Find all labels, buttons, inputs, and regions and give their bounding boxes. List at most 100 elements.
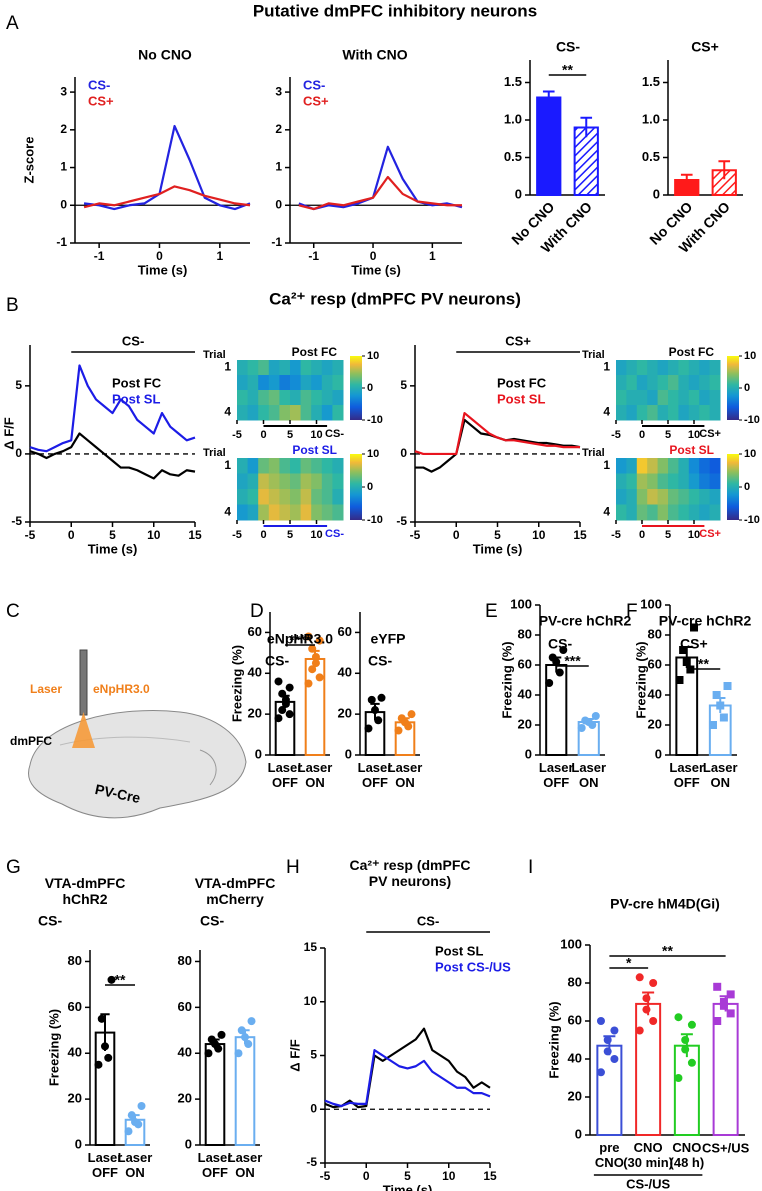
y-tick-label: 20 — [338, 706, 352, 721]
y-tick-label: 40 — [178, 1045, 192, 1060]
x-tick-label: -5 — [611, 429, 621, 441]
significance-label: ** — [562, 62, 573, 78]
colorbar — [727, 356, 739, 420]
data-point — [577, 724, 586, 732]
heatmap-cell — [300, 360, 312, 376]
heatmap-cell — [678, 504, 690, 521]
x-tick-label: 5 — [494, 528, 501, 542]
heatmap-cell — [290, 405, 302, 421]
chart-title: Post SL — [669, 443, 714, 457]
panel-header: Putative dmPFC inhibitory neurons — [253, 1, 537, 20]
colorbar-tick-label: 0 — [744, 382, 750, 394]
heatmap-cell — [616, 489, 627, 505]
panel-label: D — [250, 601, 264, 622]
chart-title: CS- — [556, 39, 580, 55]
heatmap-cell — [657, 390, 669, 406]
line — [414, 411, 580, 456]
data-point — [281, 695, 290, 704]
heatmap-cell — [290, 504, 302, 521]
y-axis-label: Freezing (%) — [229, 645, 244, 722]
x-tick-label: 5 — [287, 529, 293, 541]
heatmap-cell — [699, 458, 711, 474]
data-point — [285, 683, 294, 692]
heatmap-cell — [626, 473, 638, 490]
heatmap-cell — [268, 458, 280, 474]
colorbar-tick-label: 10 — [744, 350, 756, 362]
colorbar-tick-label: 10 — [367, 448, 379, 460]
heatmap-cell — [657, 504, 669, 521]
y-axis-label: Z-score — [21, 137, 36, 184]
heatmap-cell — [647, 458, 659, 474]
data-point — [681, 1036, 690, 1044]
y-tick-label: 40 — [338, 665, 352, 680]
data-point — [94, 1060, 103, 1069]
bar — [635, 1002, 662, 1137]
stimulus-label: CS+ — [699, 528, 721, 540]
heatmap-cell — [699, 360, 711, 376]
line — [29, 364, 196, 453]
x-axis-label: Time (s) — [383, 1182, 433, 1191]
brain-detail — [199, 749, 217, 786]
heatmap-cell — [258, 405, 270, 421]
x-tick-label: 0 — [260, 429, 266, 441]
heatmap-cell — [699, 504, 711, 521]
legend-entry: Post SL — [435, 943, 483, 958]
chart-title: eNpHR3.0 — [267, 631, 333, 647]
data-point — [315, 673, 324, 682]
y-tick-label: -5 — [396, 514, 407, 528]
panel-header: Ca²⁺ resp (dmPFC PV neurons) — [269, 289, 521, 308]
y-tick-label: 40 — [248, 665, 262, 680]
y-tick-label: 0 — [653, 186, 660, 201]
heatmap-cell — [321, 458, 333, 474]
data-point — [635, 973, 644, 982]
heatmap-cell — [258, 473, 270, 490]
data-point — [377, 693, 386, 702]
heatmap-cell — [616, 458, 627, 474]
heatmap-cell — [688, 504, 700, 521]
heatmap-cell — [247, 473, 259, 490]
y-tick-label: 80 — [568, 974, 582, 989]
chart-title: Post SL — [292, 443, 337, 457]
y-tick-label: 5 — [310, 1048, 317, 1062]
y-tick-label: 60 — [568, 1012, 582, 1027]
y-tick-label: 60 — [338, 624, 352, 639]
heatmap-cell — [657, 405, 669, 421]
heatmap-cell — [709, 504, 721, 521]
x-tick-label: 0 — [639, 529, 645, 541]
heatmap-cell — [626, 390, 638, 406]
heatmap-cell — [657, 489, 669, 505]
data-point — [674, 1013, 683, 1022]
heatmap-cell — [332, 489, 344, 505]
y-tick-label: 60 — [68, 999, 82, 1014]
heatmap-cell — [258, 489, 270, 505]
heatmap-cell — [268, 405, 280, 421]
heatmap-cell — [332, 360, 344, 376]
heatmap-cell — [636, 360, 648, 376]
colorbar — [350, 454, 362, 520]
panel-label: G — [6, 857, 21, 878]
stimulus-label: CS+ — [699, 428, 721, 440]
data-point — [610, 1055, 619, 1063]
panel-label: H — [286, 857, 300, 878]
chart-subtitle: CS- — [200, 913, 224, 929]
heatmap-cell — [647, 375, 659, 391]
chart-title: With CNO — [342, 47, 407, 63]
heatmap-cell — [647, 504, 659, 521]
heatmap-cell — [311, 504, 323, 521]
stimulus-label: CS- — [325, 528, 344, 540]
y-tick-label: 60 — [518, 656, 532, 671]
data-point — [137, 1102, 146, 1110]
y-tick-label: 10 — [304, 994, 318, 1008]
heatmap-cell — [647, 473, 659, 490]
y-tick-label: 1.5 — [504, 74, 522, 89]
heatmap-cell — [332, 375, 344, 391]
x-tick-label: 15 — [573, 528, 587, 542]
heatmap-cell — [626, 489, 638, 505]
y-tick-label: 1 — [603, 360, 610, 374]
data-point — [603, 1036, 612, 1044]
data-point — [719, 713, 728, 722]
colorbar-tick-label: 10 — [744, 448, 756, 460]
heatmap-cell — [332, 405, 344, 421]
heatmap-cell — [311, 360, 323, 376]
